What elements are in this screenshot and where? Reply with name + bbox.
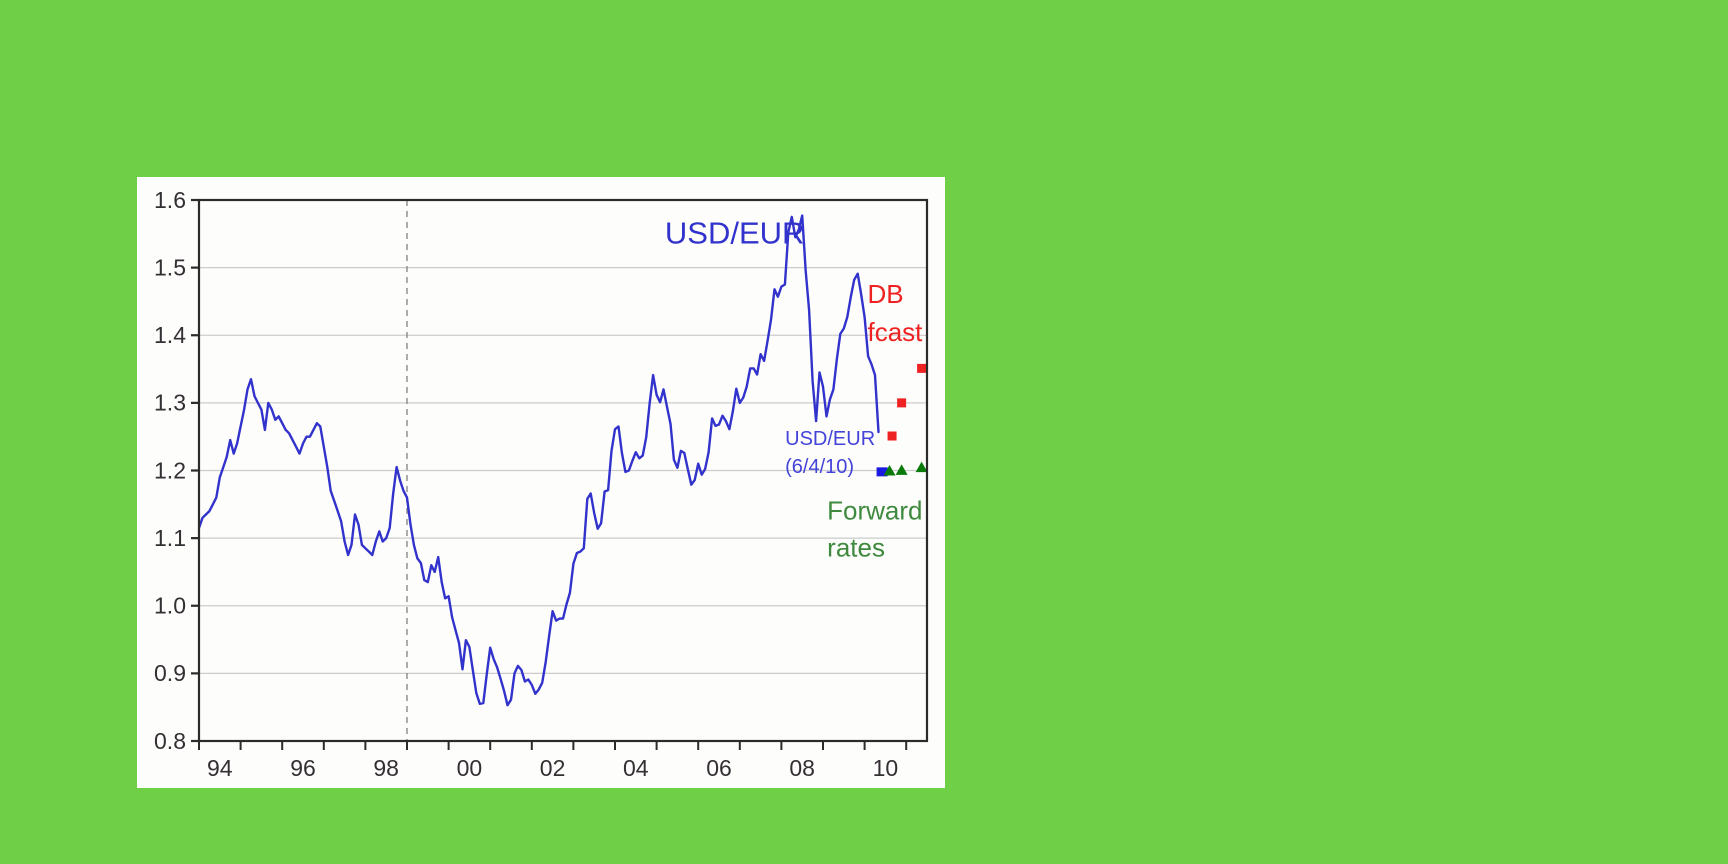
spot-label: (6/4/10) [785,456,854,478]
x-tick-label: 10 [873,755,899,781]
y-tick-label: 1.1 [154,525,186,551]
spot-rate-marker [876,467,888,477]
usdeur-line [197,214,880,707]
x-tick-label: 08 [789,755,815,781]
db-fcast-label: DB [868,279,904,309]
spot-label: USD/EUR [785,428,875,450]
forward-rates-label: Forward [827,496,922,526]
y-tick-label: 0.8 [154,728,186,754]
chart-panel: USD/EUR DB fcast USD/EUR (6/4/10) Forward rate… [137,177,945,788]
y-tick-label: 1.4 [154,322,186,348]
x-tick-label: 96 [290,755,316,781]
y-tick-label: 1.2 [154,457,186,483]
x-tick-label: 98 [373,755,399,781]
forward-rate-marker [895,464,908,475]
y-tick-label: 1.0 [154,593,186,619]
y-tick-label: 1.5 [154,254,186,280]
db-forecast-marker [887,431,897,441]
forward-rate-marker [883,465,896,476]
db-forecast-marker [917,363,927,373]
forward-rates-label: rates [827,533,885,563]
y-tick-label: 1.6 [154,187,186,213]
forward-rate-marker [915,461,928,473]
x-tick-label: 04 [623,755,649,781]
usdeur-exchange-rate-chart: USD/EUR DB fcast USD/EUR (6/4/10) Forward rate… [154,187,929,781]
x-tick-label: 06 [706,755,732,781]
x-tick-label: 94 [207,755,233,781]
db-forecast-marker [897,398,907,408]
x-tick-label: 02 [540,755,566,781]
y-tick-label: 0.9 [154,660,186,686]
x-tick-label: 00 [457,755,483,781]
y-tick-label: 1.3 [154,390,186,416]
usdeur-line-label: USD/EUR [665,216,805,251]
db-fcast-label: fcast [868,317,924,347]
